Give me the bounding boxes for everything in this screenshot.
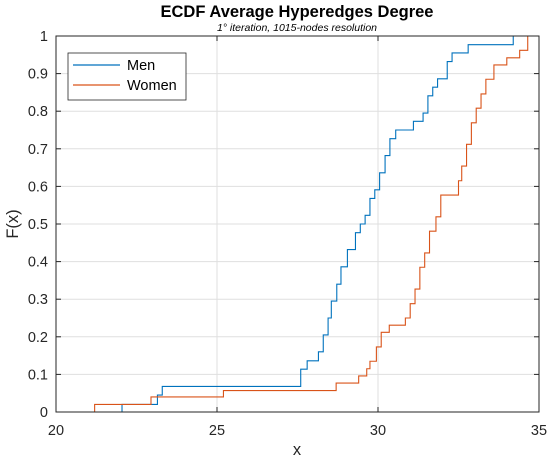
legend-box — [67, 52, 187, 101]
y-tick-label: 0.4 — [28, 255, 48, 271]
y-tick-label: 0.9 — [28, 67, 48, 83]
x-tick-label: 30 — [370, 423, 386, 439]
y-tick-label: 0.5 — [28, 217, 48, 233]
x-tick-label: 25 — [209, 423, 225, 439]
y-tick-label: 0.6 — [28, 179, 48, 195]
x-tick-label: 20 — [48, 423, 64, 439]
y-tick-label: 0 — [40, 405, 48, 421]
series-lines — [94, 35, 539, 412]
y-tick-label: 0.3 — [28, 292, 48, 308]
y-tick-label: 1 — [40, 29, 48, 45]
y-tick-label: 0.2 — [28, 330, 48, 346]
series-line-men — [121, 35, 539, 412]
chart-title: ECDF Average Hyperedges Degree — [161, 3, 434, 21]
x-axis-label: x — [293, 441, 302, 459]
legend: Men Women — [67, 52, 187, 101]
y-axis-label: F(x) — [4, 209, 22, 238]
legend-label-women: Women — [127, 78, 177, 94]
x-tick-label: 35 — [531, 423, 547, 439]
y-tick-label: 0.7 — [28, 142, 48, 158]
legend-label-men: Men — [127, 58, 155, 74]
chart-subtitle: 1° iteration, 1015-nodes resolution — [217, 22, 377, 34]
series-line-women — [94, 35, 539, 412]
y-tick-label: 0.8 — [28, 104, 48, 120]
y-tick-label: 0.1 — [28, 367, 48, 383]
x-axis-ticks: 20 25 30 35 — [48, 36, 547, 439]
y-axis-ticks: 0 0.1 0.2 0.3 0.4 0.5 0.6 0.7 0.8 0.9 1 — [28, 29, 539, 421]
